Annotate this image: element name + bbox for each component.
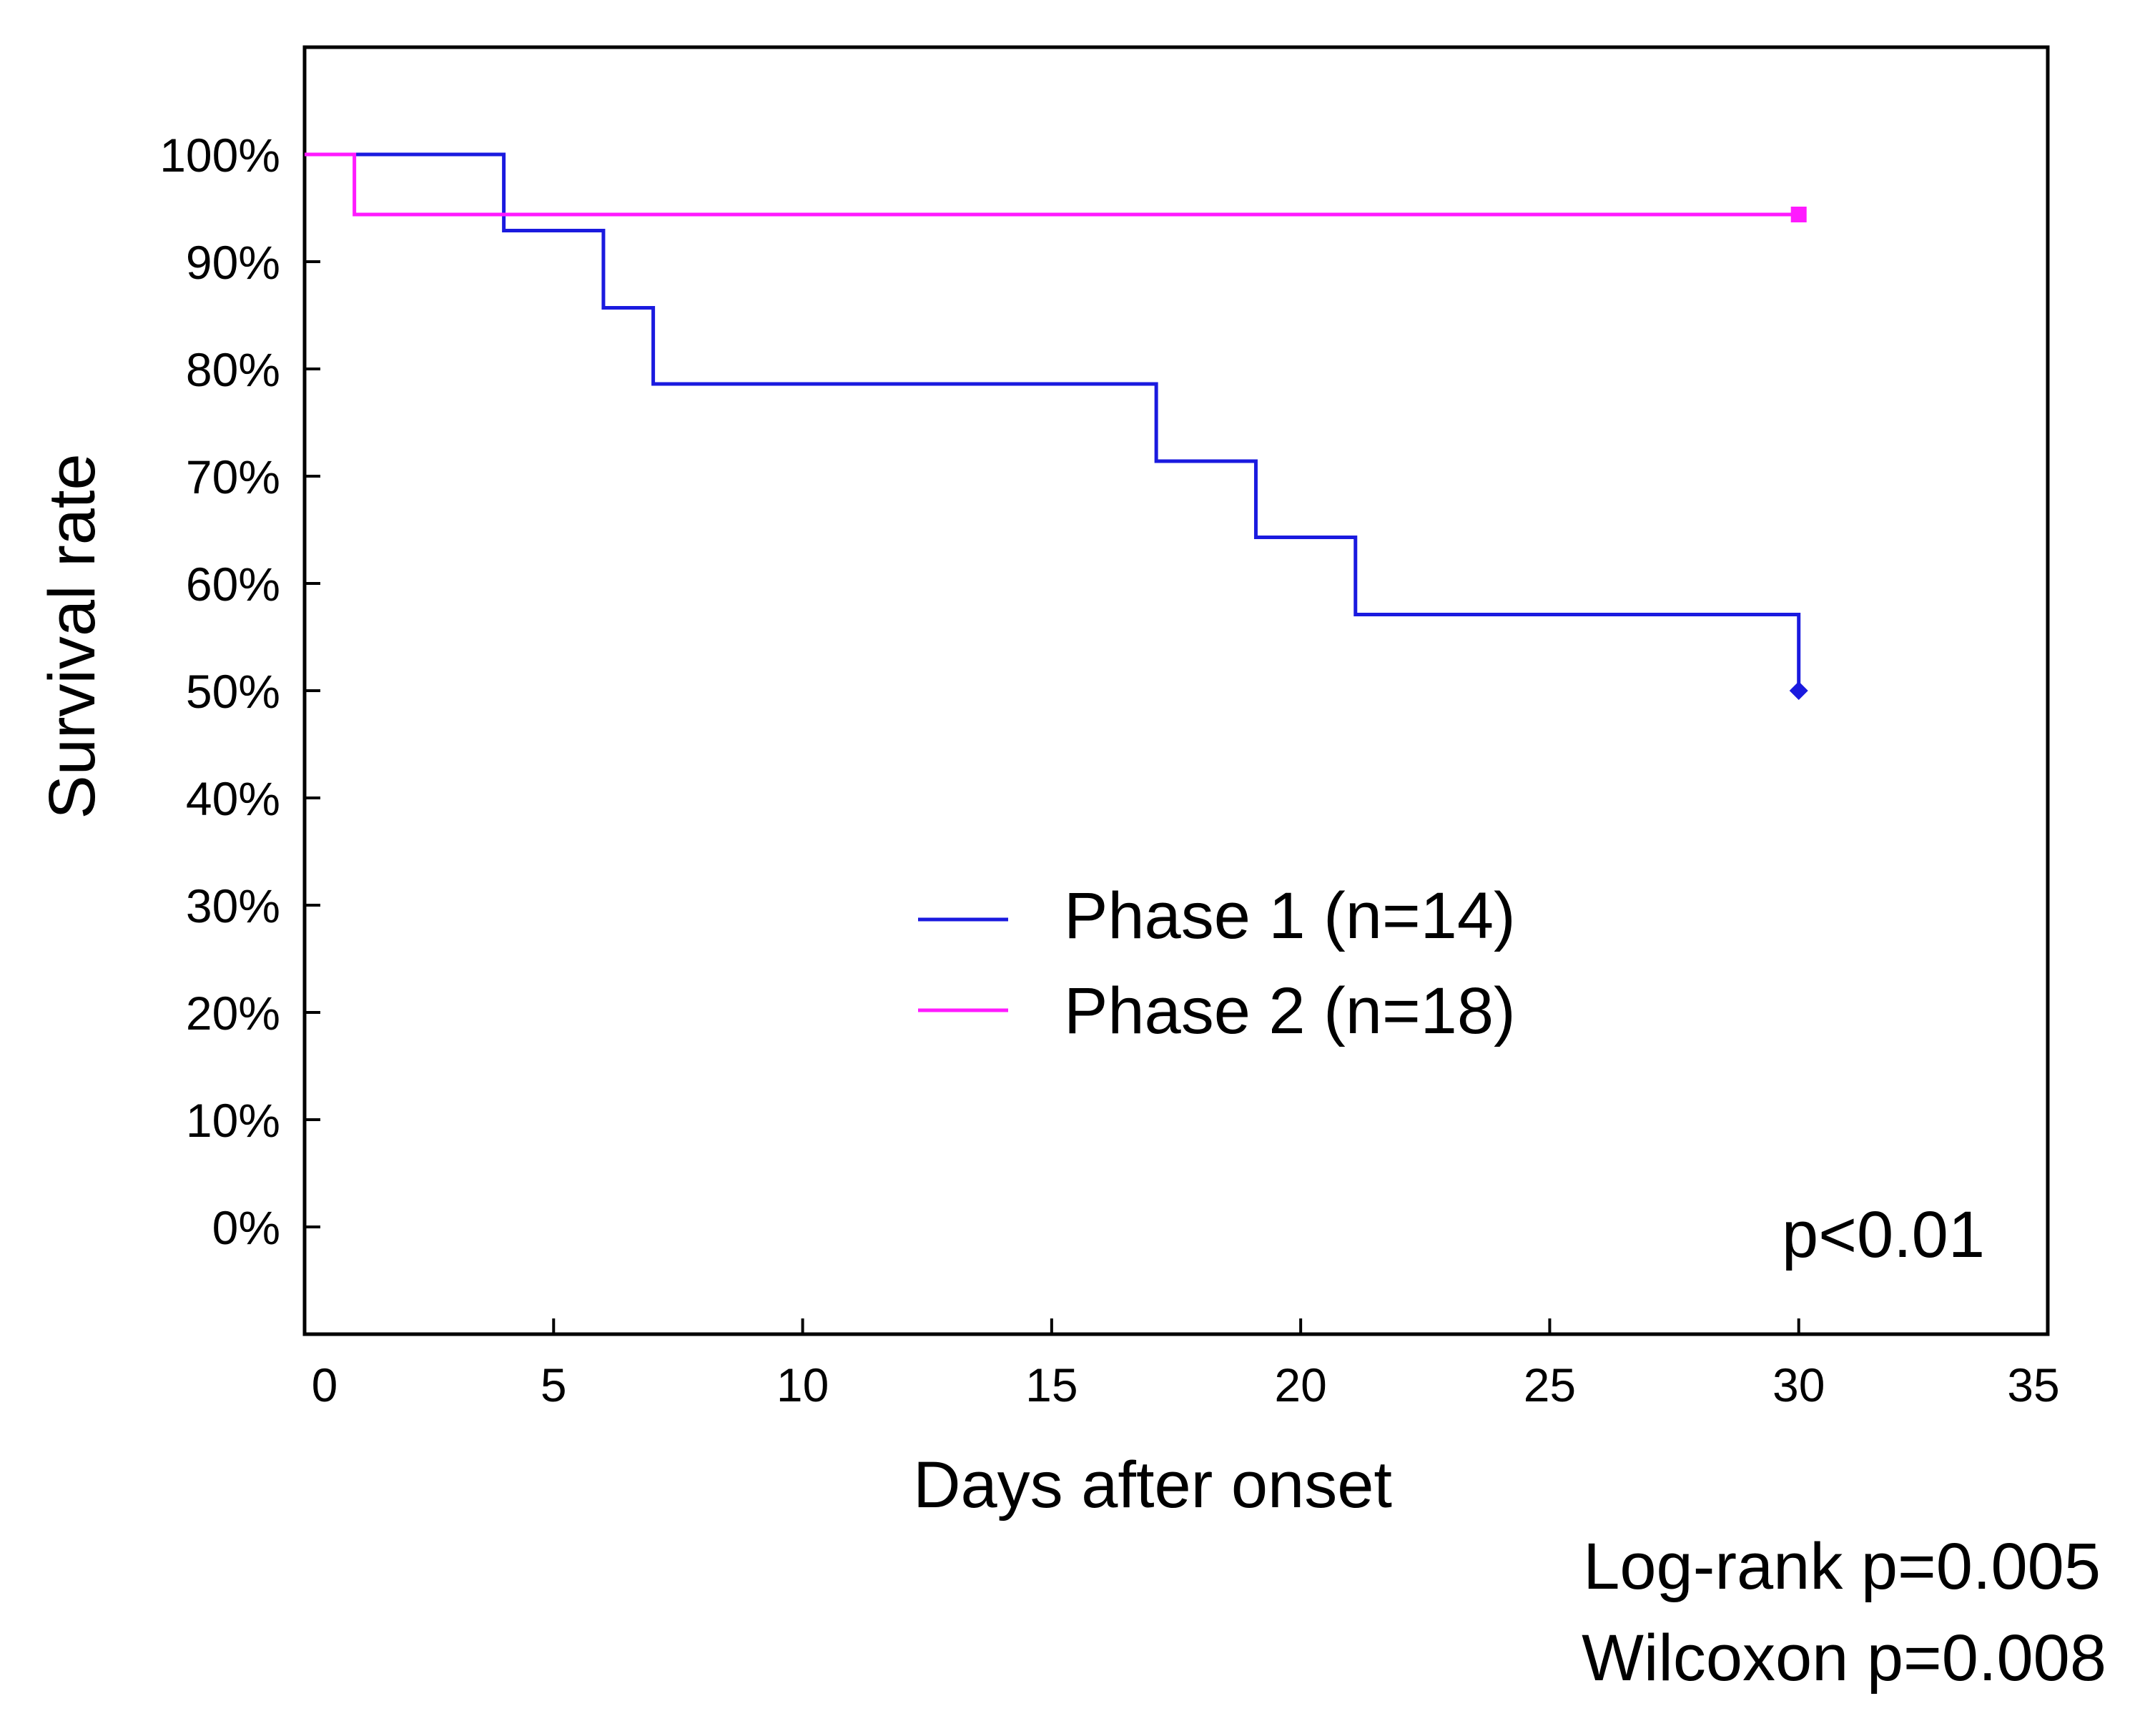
x-tick-label: 15 [1025,1358,1078,1411]
series-endpoint-marker [1789,681,1808,700]
series-line-phase-1 [305,152,1801,691]
y-axis-title: Survival rate [36,453,109,819]
y-tick-label: 40% [186,772,280,825]
series-line-phase-2 [305,152,1799,217]
y-tick-label: 60% [186,558,280,611]
wilcoxon-annotation: Wilcoxon p=0.008 [1582,1622,2106,1695]
y-tick-label: 90% [186,236,280,289]
x-tick-label: 0 [312,1358,338,1411]
y-tick-label: 0% [212,1201,280,1254]
y-tick-label: 100% [159,129,280,182]
y-tick-label: 30% [186,879,280,932]
legend-label-phase-1: Phase 1 (n=14) [1064,879,1516,952]
y-tick-label: 50% [186,665,280,718]
legend: Phase 1 (n=14) Phase 2 (n=18) [918,879,1516,1047]
plot-frame [302,45,2050,1336]
x-tick-label: 30 [1772,1358,1825,1411]
y-axis: 0% 10% 20% 30% 40% 50% 60% 70% 80% 90% 100% [159,129,320,1254]
x-tick-label: 20 [1274,1358,1326,1411]
y-tick-label: 20% [186,987,280,1040]
x-tick-label: 10 [776,1358,829,1411]
series-endpoint-marker [1790,207,1807,222]
x-tick-label: 5 [541,1358,567,1411]
y-tick-label: 80% [186,343,280,396]
y-tick-label: 10% [186,1094,280,1147]
y-tick-label: 70% [186,450,280,503]
x-tick-label: 35 [2007,1358,2059,1411]
x-axis: 0 5 10 15 20 25 30 35 [303,1318,2060,1411]
series-layer [305,152,1808,700]
legend-label-phase-2: Phase 2 (n=18) [1064,975,1516,1047]
x-tick-label: 25 [1524,1358,1576,1411]
x-axis-title: Days after onset [913,1449,1392,1522]
p-value-annotation: p<0.01 [1782,1198,1985,1271]
log-rank-annotation: Log-rank p=0.005 [1583,1530,2101,1603]
